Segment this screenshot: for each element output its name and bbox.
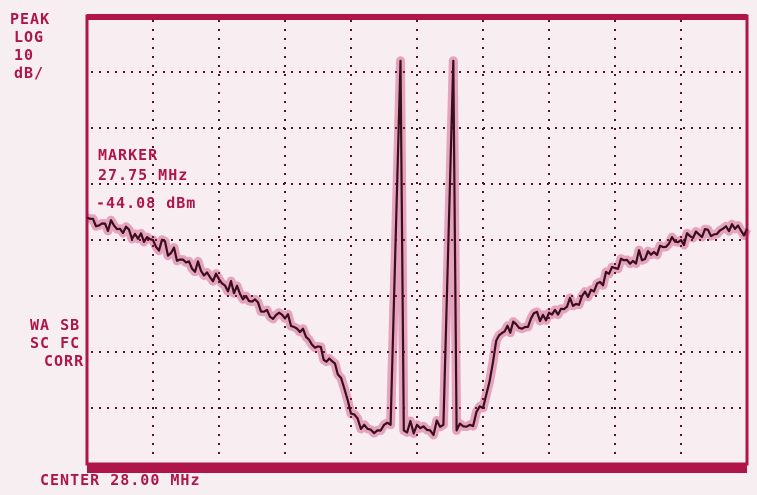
spectrum-trace — [86, 59, 749, 437]
marker-amplitude: -44.08 dBm — [96, 194, 197, 212]
marker-frequency: 27.75 MHz — [98, 166, 189, 184]
scale-unit-label: dB/ — [14, 64, 45, 82]
status-line-2: SC FC — [30, 334, 81, 352]
status-line-3: CORR — [44, 352, 85, 370]
graticule — [91, 20, 743, 460]
status-line-1: WA SB — [30, 316, 81, 334]
marker-title: MARKER — [98, 146, 159, 164]
center-frequency-label: CENTER 28.00 MHz — [40, 471, 201, 489]
scale-value-label: 10 — [14, 46, 35, 64]
log-label: LOG — [14, 28, 45, 46]
peak-label: PEAK — [10, 10, 51, 28]
